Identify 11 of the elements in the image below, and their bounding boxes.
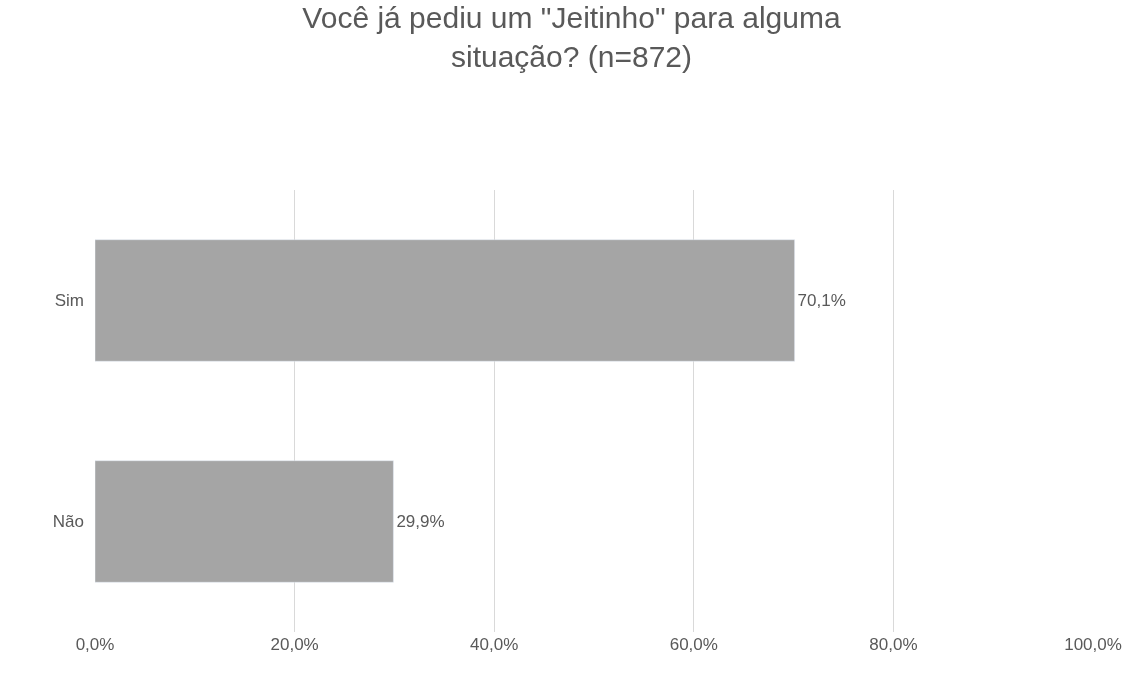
x-tick-label: 80,0% [869, 635, 918, 654]
x-tick-label: 40,0% [470, 635, 519, 654]
data-label: 29,9% [396, 512, 445, 532]
y-tick-label: Sim [54, 291, 84, 311]
chart-title: Você já pediu um "Jeitinho" para alguma situação? (n=872) [302, 0, 841, 73]
y-tick-label: Não [52, 512, 84, 532]
data-label: 70,1% [797, 291, 846, 310]
x-tick-label: 100,0% [1064, 635, 1122, 654]
x-tick-label: 60,0% [669, 635, 718, 654]
x-tick-label: 0,0% [75, 635, 115, 654]
x-tick-label: 20,0% [270, 635, 319, 654]
